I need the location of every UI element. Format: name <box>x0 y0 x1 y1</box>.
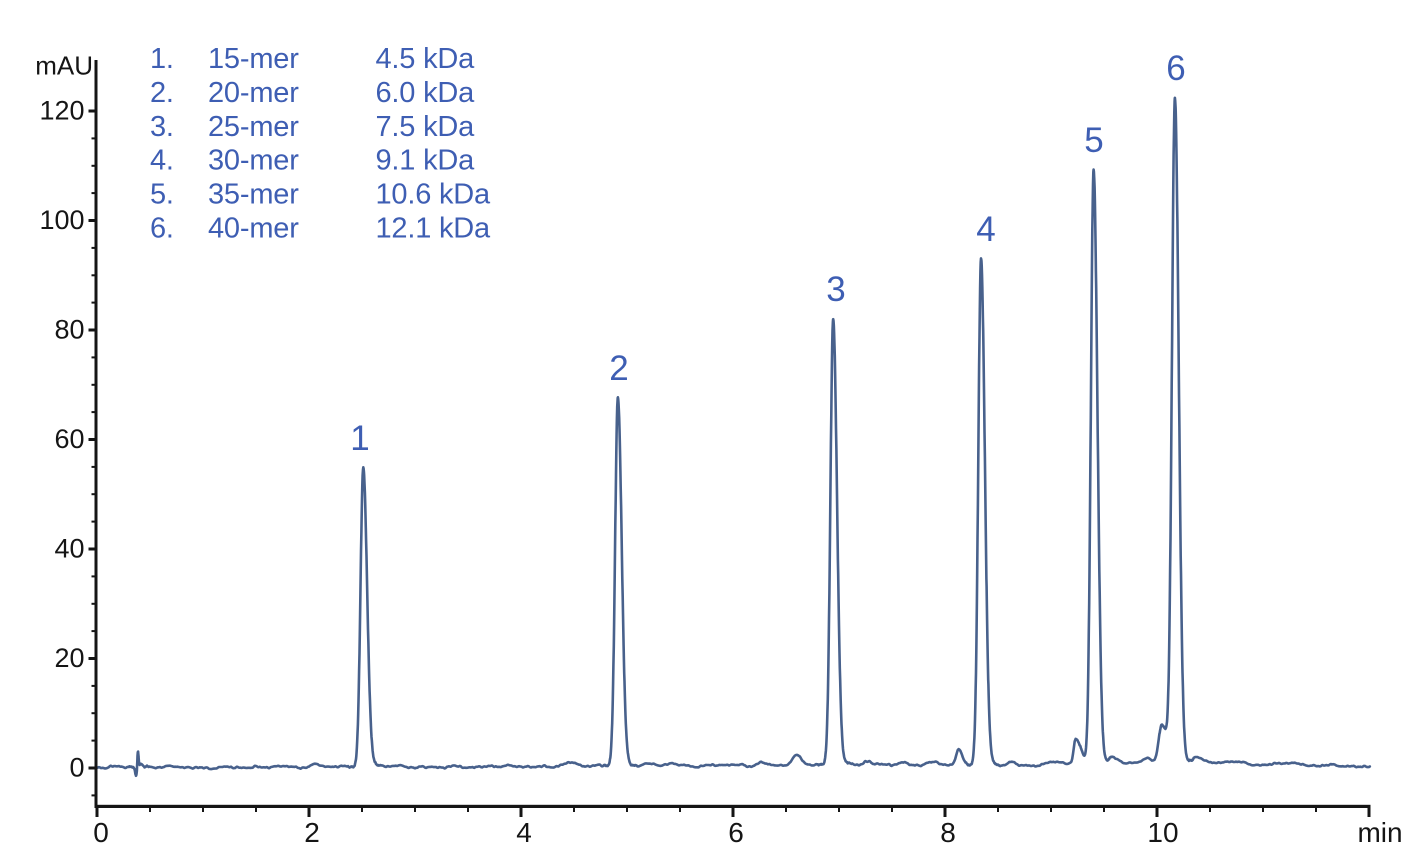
svg-text:0: 0 <box>93 817 109 848</box>
svg-text:6.0 kDa: 6.0 kDa <box>376 77 476 109</box>
svg-text:2: 2 <box>304 817 320 848</box>
svg-text:20-mer: 20-mer <box>208 77 299 109</box>
svg-text:20: 20 <box>54 643 84 673</box>
svg-text:60: 60 <box>54 424 84 454</box>
svg-text:6: 6 <box>728 817 744 848</box>
svg-text:40: 40 <box>54 534 84 564</box>
svg-text:4.: 4. <box>150 145 174 177</box>
svg-text:2.: 2. <box>150 77 174 109</box>
svg-text:120: 120 <box>39 96 84 126</box>
svg-text:2: 2 <box>609 349 628 388</box>
svg-text:40-mer: 40-mer <box>208 213 299 245</box>
svg-text:mAU: mAU <box>35 51 93 81</box>
svg-text:5.: 5. <box>150 179 174 211</box>
svg-text:6: 6 <box>1166 49 1185 88</box>
svg-text:25-mer: 25-mer <box>208 111 299 143</box>
svg-text:7.5 kDa: 7.5 kDa <box>376 111 476 143</box>
svg-text:4: 4 <box>516 817 532 848</box>
svg-text:15-mer: 15-mer <box>208 43 299 75</box>
svg-text:min: min <box>1357 817 1402 848</box>
svg-text:3: 3 <box>826 270 845 309</box>
svg-text:10: 10 <box>1147 817 1178 848</box>
svg-text:4.5 kDa: 4.5 kDa <box>376 43 476 75</box>
svg-text:1: 1 <box>350 419 369 458</box>
svg-text:35-mer: 35-mer <box>208 179 299 211</box>
svg-text:3.: 3. <box>150 111 174 143</box>
svg-text:12.1 kDa: 12.1 kDa <box>376 213 492 245</box>
svg-text:0: 0 <box>69 753 84 783</box>
svg-text:4: 4 <box>976 210 995 249</box>
svg-text:1.: 1. <box>150 43 174 75</box>
svg-text:8: 8 <box>940 817 956 848</box>
svg-text:6.: 6. <box>150 213 174 245</box>
svg-text:10.6 kDa: 10.6 kDa <box>376 179 492 211</box>
svg-text:30-mer: 30-mer <box>208 145 299 177</box>
svg-text:100: 100 <box>39 205 84 235</box>
svg-text:5: 5 <box>1084 121 1103 160</box>
svg-text:80: 80 <box>54 315 84 345</box>
svg-text:9.1 kDa: 9.1 kDa <box>376 145 476 177</box>
